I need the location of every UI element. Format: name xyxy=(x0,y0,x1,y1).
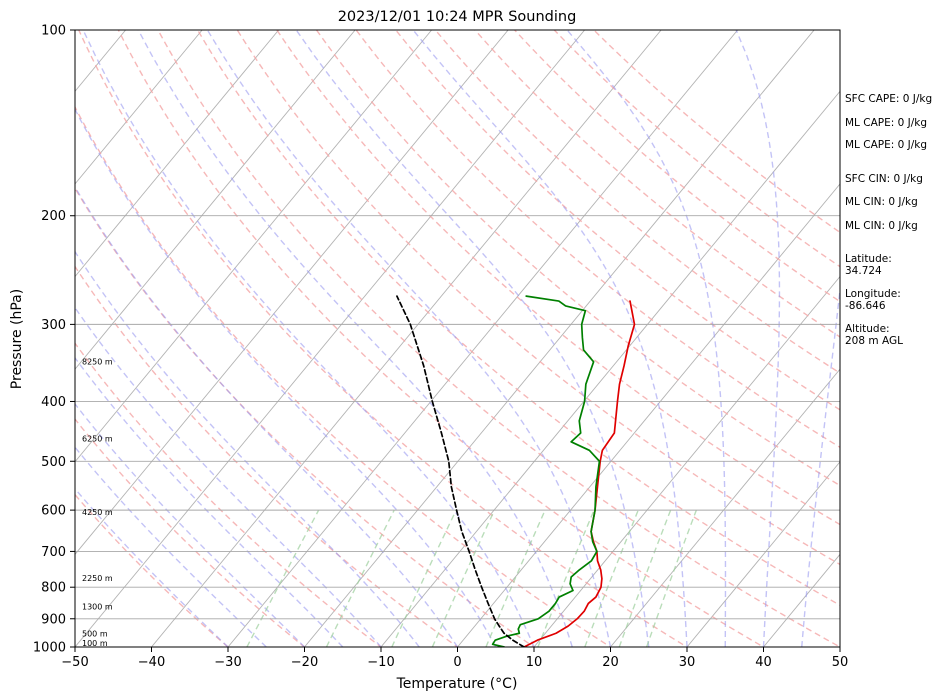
dry-adiabat-line xyxy=(236,30,840,566)
x-tick-label: −50 xyxy=(61,655,88,670)
y-tick-label: 700 xyxy=(41,545,66,560)
background-lines xyxy=(75,30,840,647)
sfc-cape-text: SFC CAPE: 0 J/kg xyxy=(845,93,932,105)
y-tick-label: 300 xyxy=(41,318,66,333)
dry-adiabat-line xyxy=(117,30,765,647)
mixing-ratio-line xyxy=(246,509,320,647)
height-label: 500 m xyxy=(82,629,108,638)
dry-adiabat-line xyxy=(157,30,840,647)
isotherm-line xyxy=(75,30,279,278)
dry-adiabat-line xyxy=(276,30,840,526)
ml-cin-text-2: ML CIN: 0 J/kg xyxy=(845,220,918,232)
y-tick-label: 400 xyxy=(41,395,66,410)
x-tick-label: −20 xyxy=(291,655,318,670)
x-tick-label: −10 xyxy=(367,655,394,670)
dry-adiabat-line xyxy=(75,493,230,647)
dewpoint-profile-line xyxy=(491,295,601,647)
y-tick-label: 200 xyxy=(41,209,66,224)
x-tick-label: −40 xyxy=(138,655,165,670)
dry-adiabat-line xyxy=(196,30,840,607)
isotherm-line xyxy=(610,368,840,647)
isotherm-line xyxy=(533,275,840,647)
mixing-ratio-line xyxy=(325,509,395,647)
dry-adiabat-line xyxy=(75,105,612,647)
ml-cape-text-2: ML CAPE: 0 J/kg xyxy=(845,139,927,151)
height-label: 100 m xyxy=(82,639,108,648)
y-tick-label: 500 xyxy=(41,455,66,470)
x-axis: −50 −40 −30 −20 −10 0 10 20 30 40 50 xyxy=(61,647,848,670)
moist-adiabat-line xyxy=(735,30,781,647)
dry-adiabat-line xyxy=(434,30,840,374)
isotherm-line xyxy=(75,30,356,370)
moist-adiabat-line xyxy=(566,30,727,647)
altitude-label: Altitude: xyxy=(845,323,890,335)
x-tick-label: −30 xyxy=(214,655,241,670)
isotherm-line xyxy=(75,30,432,463)
dry-adiabat-line xyxy=(474,30,840,338)
moist-adiabat-line xyxy=(75,446,267,647)
altitude-value: 208 m AGL xyxy=(845,335,903,347)
moist-adiabat-line xyxy=(75,107,497,647)
dry-adiabat-line xyxy=(355,30,840,449)
chart-title: 2023/12/01 10:24 MPR Sounding xyxy=(338,9,577,25)
y-tick-label: 100 xyxy=(41,24,66,39)
moist-adiabat-line xyxy=(75,356,344,647)
height-label: 8250 m xyxy=(82,358,113,367)
isotherm-line xyxy=(227,30,738,647)
moist-adiabat-line xyxy=(75,402,305,647)
sounding-info-panel: SFC CAPE: 0 J/kg ML CAPE: 0 J/kg ML CAPE… xyxy=(845,93,932,347)
longitude-label: Longitude: xyxy=(845,288,901,300)
latitude-label: Latitude: xyxy=(845,253,892,265)
isotherm-line xyxy=(457,183,840,647)
moist-adiabat-line xyxy=(75,185,459,647)
moist-adiabat-line xyxy=(206,30,612,647)
x-tick-label: 50 xyxy=(832,655,849,670)
isotherm-line xyxy=(304,30,815,647)
x-tick-label: 30 xyxy=(679,655,696,670)
sfc-cin-text: SFC CIN: 0 J/kg xyxy=(845,173,923,185)
x-tick-label: 0 xyxy=(453,655,461,670)
height-label: 6250 m xyxy=(82,434,113,443)
y-tick-label: 800 xyxy=(41,581,66,596)
height-label: 1300 m xyxy=(82,602,113,611)
height-label: 2250 m xyxy=(82,574,113,583)
y-tick-label: 900 xyxy=(41,612,66,627)
isotherm-line xyxy=(75,30,585,647)
isotherm-line xyxy=(151,30,662,647)
dry-adiabat-line xyxy=(315,30,840,487)
y-tick-label: 1000 xyxy=(33,641,66,656)
dry-adiabat-line xyxy=(77,30,689,647)
moist-adiabat-line xyxy=(295,30,650,647)
y-axis-title: Pressure (hPa) xyxy=(9,289,25,389)
ml-cape-text: ML CAPE: 0 J/kg xyxy=(845,117,927,129)
profiles xyxy=(396,295,636,647)
x-tick-label: 20 xyxy=(602,655,619,670)
dry-adiabat-line xyxy=(75,265,459,647)
latitude-value: 34.724 xyxy=(845,265,882,277)
x-tick-label: 10 xyxy=(526,655,543,670)
isotherm-line xyxy=(75,30,203,185)
x-axis-title: Temperature (°C) xyxy=(396,676,518,692)
isotherm-line xyxy=(686,461,840,647)
moist-adiabat-line xyxy=(75,487,229,647)
longitude-value: -86.646 xyxy=(845,300,886,312)
ml-cin-text: ML CIN: 0 J/kg xyxy=(845,196,918,208)
isotherm-line xyxy=(75,30,509,556)
moist-adiabat-line xyxy=(412,30,688,647)
moist-adiabat-line xyxy=(75,306,382,647)
y-axis: 1000 900 800 700 600 500 400 300 200 100 xyxy=(33,24,75,656)
x-tick-label: 40 xyxy=(755,655,772,670)
dry-adiabat-line xyxy=(75,417,306,647)
y-tick-label: 600 xyxy=(41,504,66,519)
height-label: 4250 m xyxy=(82,508,113,517)
moist-adiabat-line xyxy=(801,283,840,647)
parcel-profile-line xyxy=(396,295,525,647)
